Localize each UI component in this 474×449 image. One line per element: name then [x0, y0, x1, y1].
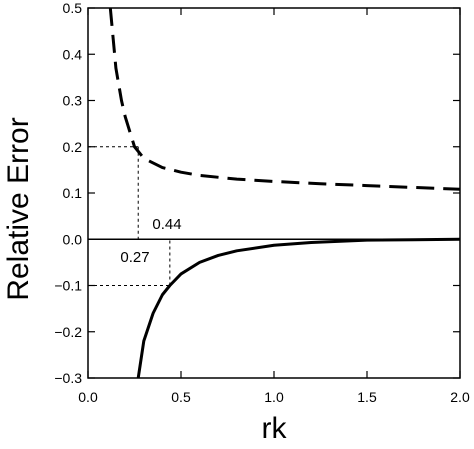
y-tick-label: −0.2 — [54, 324, 82, 340]
y-tick-label: 0.2 — [63, 139, 83, 155]
y-tick-label: 0.5 — [63, 0, 83, 16]
x-tick-label: 0.0 — [78, 389, 98, 405]
y-tick-label: −0.3 — [54, 370, 82, 386]
x-tick-label: 1.0 — [264, 389, 284, 405]
x-tick-label: 1.5 — [357, 389, 377, 405]
tick-layer: −0.3 −0.2 −0.1 0.0 0.1 0.2 0.3 0.4 0.5 0.0 0.5 1.0 1… — [54, 0, 470, 405]
series-layer — [108, 8, 460, 378]
solid-error-curve — [136, 237, 460, 378]
plot-frame-layer — [87, 7, 461, 379]
plot-frame — [87, 7, 461, 379]
annotation-layer — [88, 146, 171, 286]
x-tick-label: 2.0 — [450, 389, 470, 405]
annotation-label-0-44: 0.44 — [152, 216, 181, 233]
y-tick-label: −0.1 — [54, 278, 82, 294]
y-axis-title: Relative Error — [2, 117, 35, 300]
y-tick-label: 0.4 — [63, 46, 83, 62]
x-tick-label: 0.5 — [171, 389, 191, 405]
annotation-label-0-27: 0.27 — [120, 249, 149, 266]
y-tick-label: 0.1 — [63, 185, 83, 201]
y-tick-label: 0.0 — [63, 231, 83, 247]
dashed-error-curve — [108, 8, 460, 191]
x-axis-title: rk — [262, 412, 288, 444]
y-tick-label: 0.3 — [63, 93, 83, 109]
